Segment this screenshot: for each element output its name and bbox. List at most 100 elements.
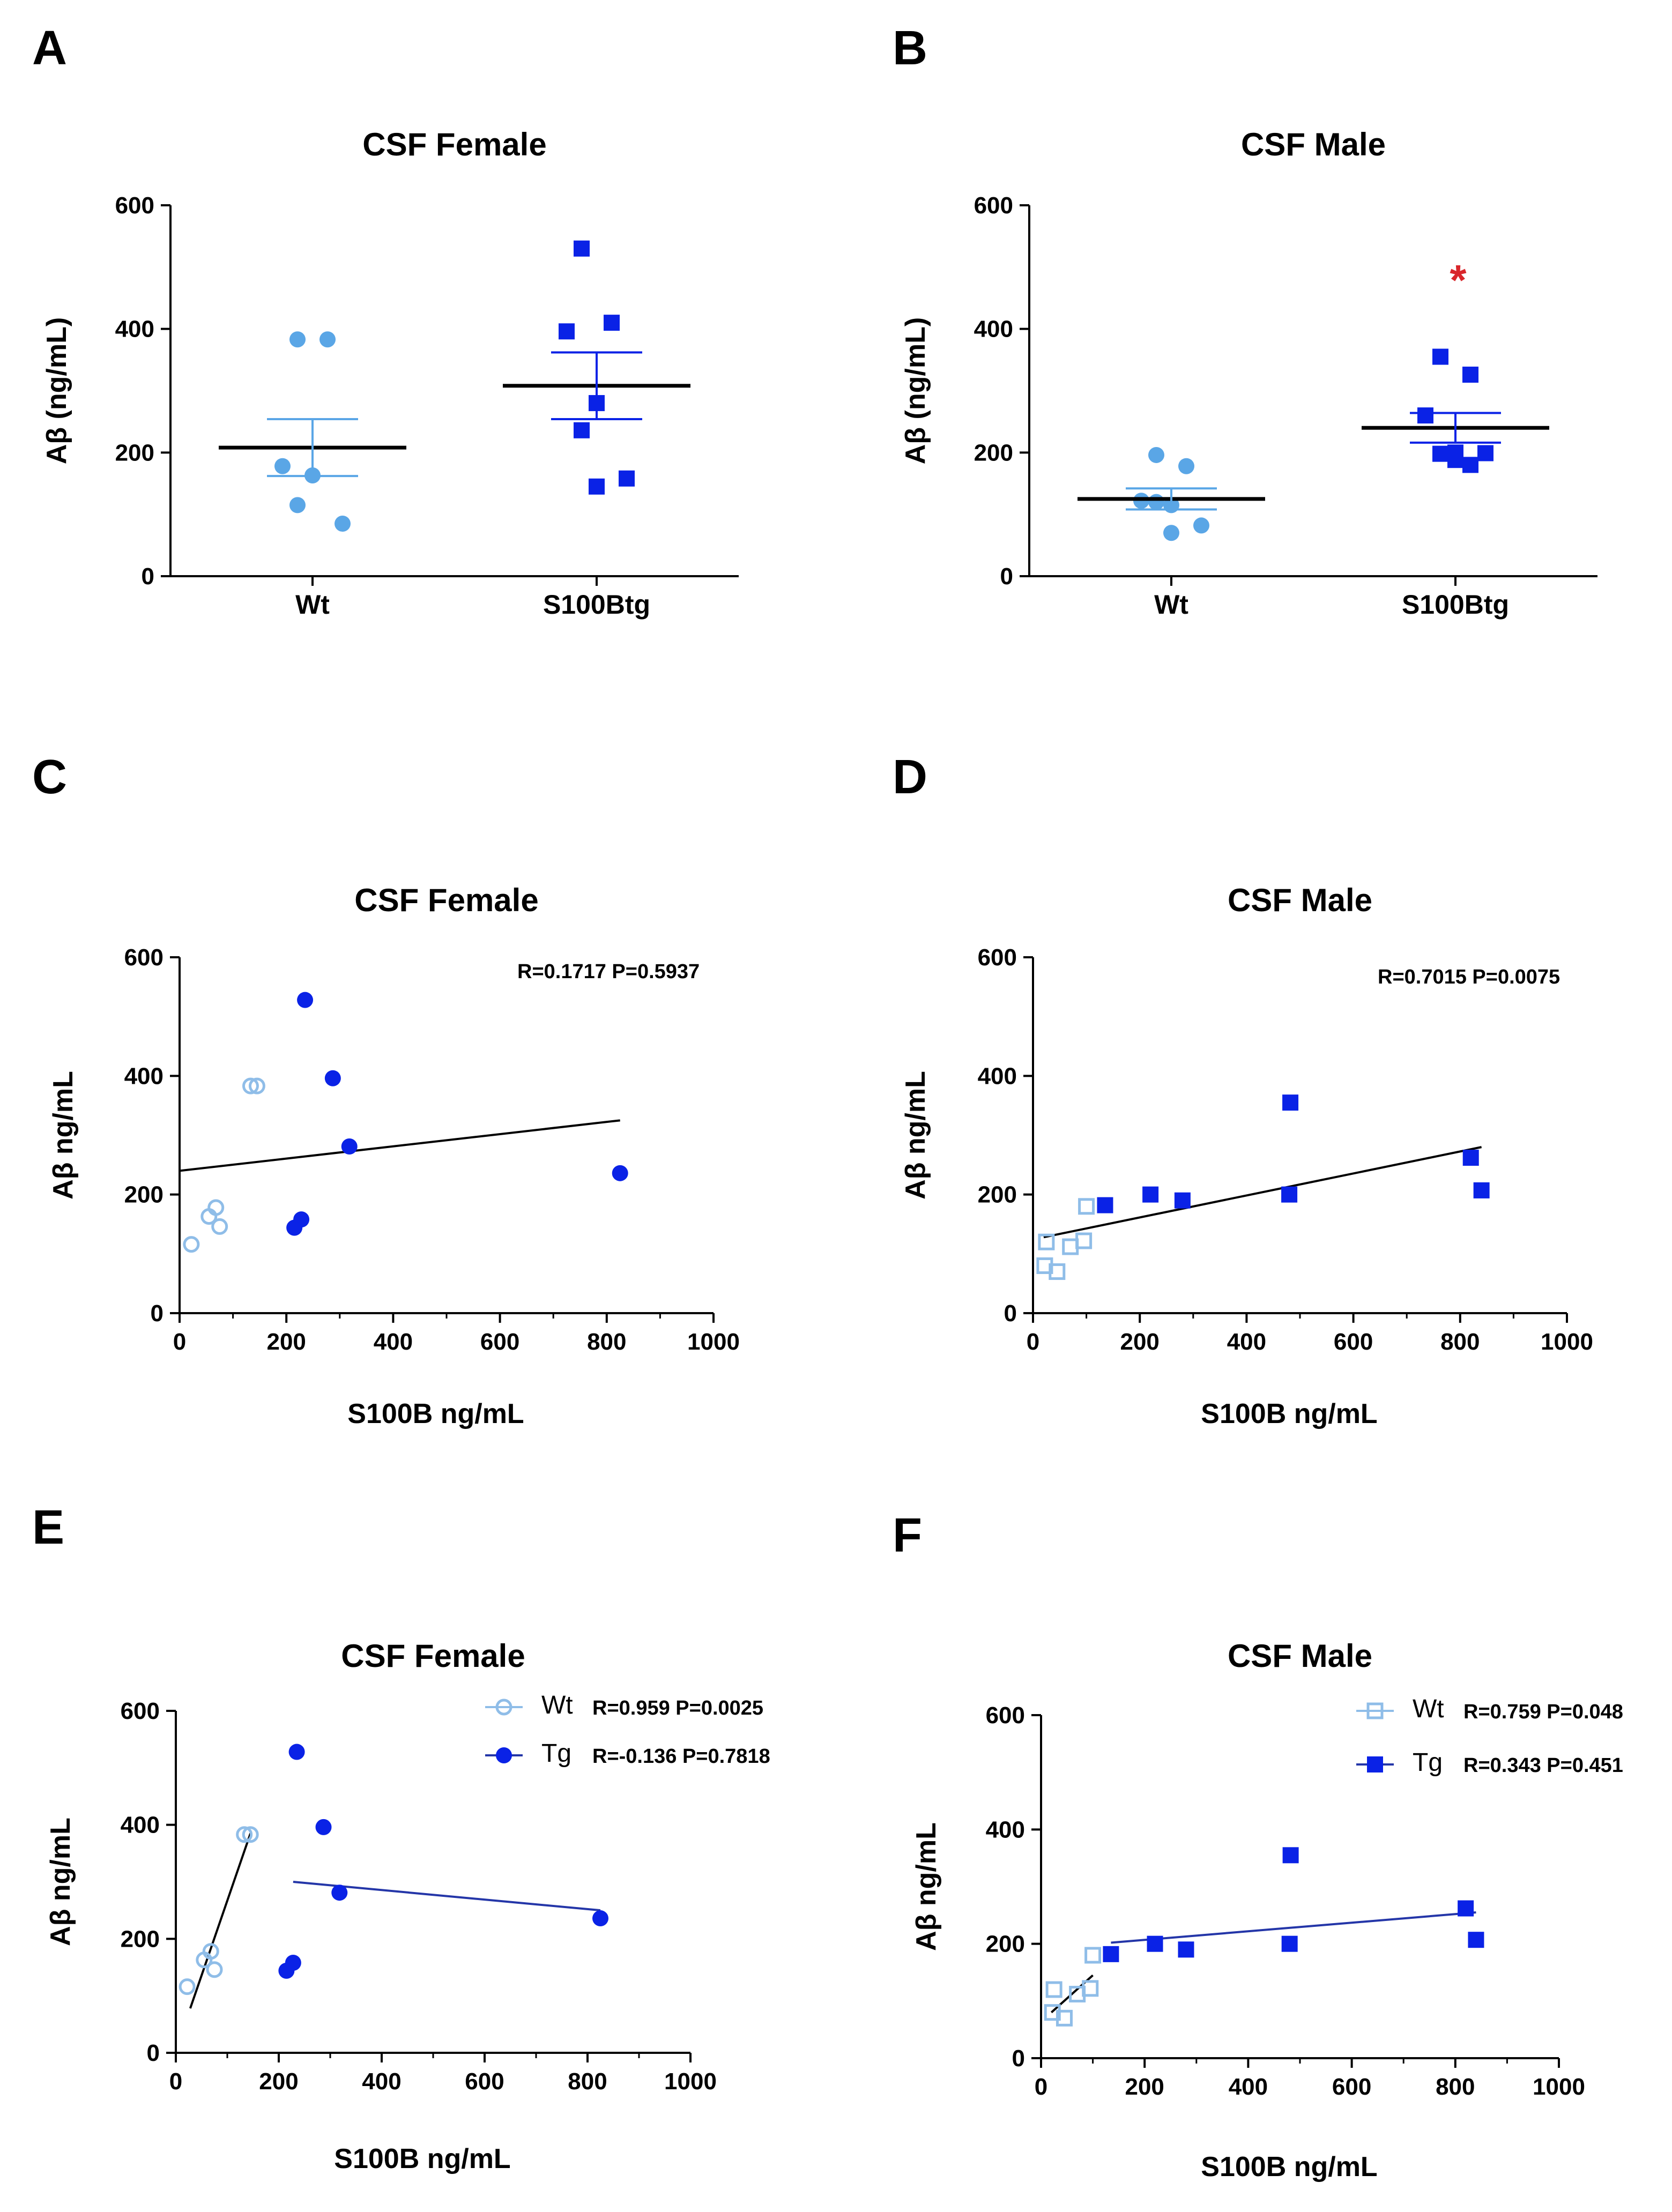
chart-title-d: CSF Male <box>1228 882 1372 918</box>
data-point-c <box>612 1165 628 1181</box>
data-point-f <box>1178 1941 1194 1958</box>
legend-stats-e: R=-0.136 P=0.7818 <box>592 1745 770 1768</box>
data-point-f <box>1056 2009 1073 2027</box>
data-point-b <box>1432 348 1448 365</box>
y-tick-label-a: 400 <box>115 316 154 342</box>
x-tick-label-d: 1000 <box>1541 1329 1593 1355</box>
x-tick-label-f: 1000 <box>1533 2074 1585 2100</box>
data-point-d <box>1097 1197 1113 1213</box>
data-point-f <box>1147 1935 1163 1952</box>
x-tick-label-e: 600 <box>465 2068 504 2095</box>
data-point-d <box>1062 1238 1079 1255</box>
data-point-c <box>200 1208 218 1225</box>
x-tick-label-d: 800 <box>1440 1329 1480 1355</box>
legend-label-f: Tg <box>1413 1748 1443 1777</box>
y-axis-label-e: Aβ ng/mL <box>45 1818 76 1946</box>
data-point-e <box>179 1978 196 1995</box>
x-axis-label-c: S100B ng/mL <box>347 1398 524 1429</box>
panel-f: F CSF Male 0 200 400 600 0 200 400 600 800 1000 S100… <box>893 1509 1623 2183</box>
y-tick-label-f: 0 <box>1012 2045 1025 2072</box>
x-tick-label-f: 800 <box>1436 2074 1475 2100</box>
y-tick-label-a: 0 <box>142 563 154 590</box>
y-axis-label-a: Aβ (ng/mL) <box>41 317 72 464</box>
y-tick-label-e: 0 <box>147 2040 160 2066</box>
x-tick-label-e: 400 <box>362 2068 401 2095</box>
data-point-e <box>592 1910 608 1927</box>
y-tick-label-c: 600 <box>124 944 164 971</box>
data-point-b <box>1148 446 1164 463</box>
data-point-a <box>559 323 575 340</box>
data-point-a <box>274 458 291 474</box>
panel-b: B CSF Male 0 200 400 600 Wt S100Btg Aβ (ng/mL) * <box>893 21 1597 620</box>
legend-stats-f: R=0.343 P=0.451 <box>1463 1754 1623 1777</box>
data-point-d <box>1174 1192 1191 1209</box>
x-tick-label-d: 400 <box>1227 1329 1266 1355</box>
y-tick-label-d: 200 <box>978 1182 1017 1208</box>
data-point-a <box>289 497 306 513</box>
y-tick-label-a: 200 <box>115 440 154 466</box>
panel-d: D CSF Male 0 200 400 600 0 200 400 600 800 1000 S100… <box>893 750 1593 1429</box>
data-point-f <box>1045 1981 1062 1998</box>
data-point-f <box>1282 1847 1299 1864</box>
x-category-label-a: S100Btg <box>543 590 650 620</box>
panel-c: C CSF Female 0 200 400 600 0 200 400 600 800 1000 S1… <box>32 750 740 1429</box>
legend-marker-f <box>1366 1702 1384 1719</box>
chart-title-f: CSF Male <box>1228 1638 1372 1674</box>
data-point-c <box>286 1219 303 1236</box>
data-point-b <box>1178 458 1194 474</box>
data-point-c <box>324 1070 341 1086</box>
data-point-e <box>236 1826 253 1843</box>
panel-letter-d: D <box>893 750 927 804</box>
y-tick-label-d: 0 <box>1004 1300 1017 1327</box>
x-tick-label-d: 600 <box>1334 1329 1373 1355</box>
chart-title-b: CSF Male <box>1241 126 1386 162</box>
chart-title-e: CSF Female <box>341 1638 525 1674</box>
data-point-c <box>183 1236 200 1253</box>
stats-text-d: R=0.7015 P=0.0075 <box>1378 966 1560 988</box>
data-point-e <box>288 1744 305 1760</box>
data-point-e <box>196 1952 213 1969</box>
x-tick-label-c: 600 <box>480 1329 519 1355</box>
data-point-f <box>1103 1946 1119 1962</box>
data-point-e <box>242 1826 259 1843</box>
data-point-d <box>1049 1263 1066 1280</box>
x-category-label-a: Wt <box>295 590 330 620</box>
data-point-b <box>1477 445 1493 461</box>
y-tick-label-e: 600 <box>121 1698 160 1724</box>
data-point-b <box>1417 407 1433 424</box>
y-tick-label-f: 200 <box>986 1931 1025 1957</box>
y-tick-label-c: 400 <box>124 1063 164 1089</box>
panel-letter-e: E <box>32 1501 64 1554</box>
data-point-d <box>1038 1233 1055 1250</box>
data-point-a <box>604 315 620 331</box>
data-point-e <box>315 1819 332 1835</box>
data-point-b <box>1447 452 1463 468</box>
data-point-a <box>589 478 605 495</box>
panel-letter-a: A <box>32 21 67 75</box>
data-point-d <box>1462 1150 1479 1166</box>
x-axis-label-f: S100B ng/mL <box>1201 2151 1377 2183</box>
x-tick-label-e: 1000 <box>664 2068 717 2095</box>
x-tick-label-f: 600 <box>1332 2074 1371 2100</box>
legend-stats-e: R=0.959 P=0.0025 <box>592 1697 763 1719</box>
chart-title-c: CSF Female <box>354 882 538 918</box>
x-axis-label-e: S100B ng/mL <box>334 2143 510 2174</box>
y-tick-label-b: 0 <box>1000 563 1013 590</box>
data-point-c <box>341 1138 358 1155</box>
x-tick-label-f: 0 <box>1035 2074 1047 2100</box>
legend-label-e: Tg <box>541 1739 571 1768</box>
x-axis-label-d: S100B ng/mL <box>1201 1398 1377 1429</box>
x-tick-label-e: 800 <box>568 2068 607 2095</box>
data-point-d <box>1473 1182 1490 1198</box>
data-point-a <box>619 470 635 487</box>
fit-line-e <box>189 1833 252 2009</box>
data-point-d <box>1075 1232 1093 1249</box>
panel-a: A CSF Female 0 200 400 600 Wt S100Btg Aβ (ng/mL) <box>32 21 739 620</box>
data-point-b <box>1163 525 1179 541</box>
data-point-b <box>1148 494 1164 510</box>
legend-marker-f <box>1367 1756 1383 1772</box>
data-point-a <box>574 422 590 438</box>
data-point-e <box>331 1885 348 1901</box>
fit-line-d <box>1043 1146 1482 1239</box>
data-point-d <box>1281 1186 1298 1203</box>
